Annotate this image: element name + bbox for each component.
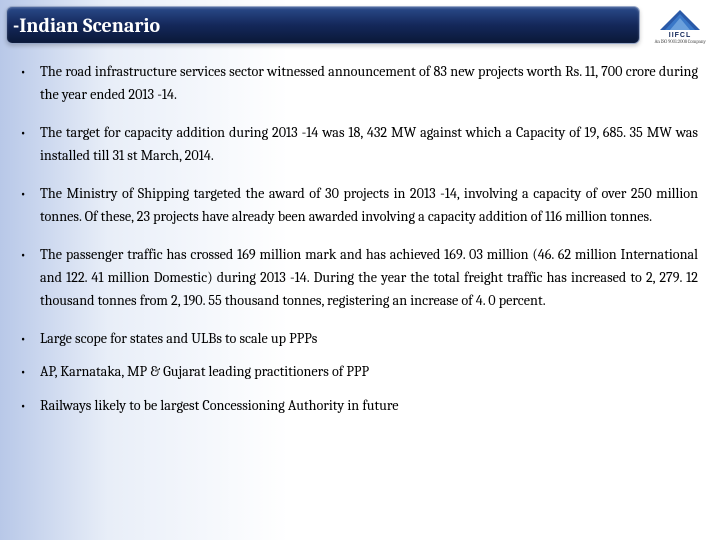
list-item: AP, Karnataka, MP & Gujarat leading prac…: [18, 360, 698, 383]
list-item: The road infrastructure services sector …: [18, 60, 698, 107]
list-item: Railways likely to be largest Concession…: [18, 394, 698, 417]
iifcl-logo: IIFCL An ISO 9001:2008 Company: [648, 4, 712, 48]
list-item: The Ministry of Shipping targeted the aw…: [18, 182, 698, 229]
list-item: The passenger traffic has crossed 169 mi…: [18, 243, 698, 313]
logo-subtext: An ISO 9001:2008 Company: [654, 39, 705, 45]
page-title: -Indian Scenario: [13, 14, 160, 37]
list-item: Large scope for states and ULBs to scale…: [18, 327, 698, 350]
list-item: The target for capacity addition during …: [18, 121, 698, 168]
title-bar: -Indian Scenario: [6, 6, 640, 44]
content-area: The road infrastructure services sector …: [0, 56, 720, 540]
logo-icon: IIFCL: [655, 8, 705, 38]
svg-text:IIFCL: IIFCL: [669, 32, 692, 38]
bullet-list: The road infrastructure services sector …: [18, 60, 698, 417]
